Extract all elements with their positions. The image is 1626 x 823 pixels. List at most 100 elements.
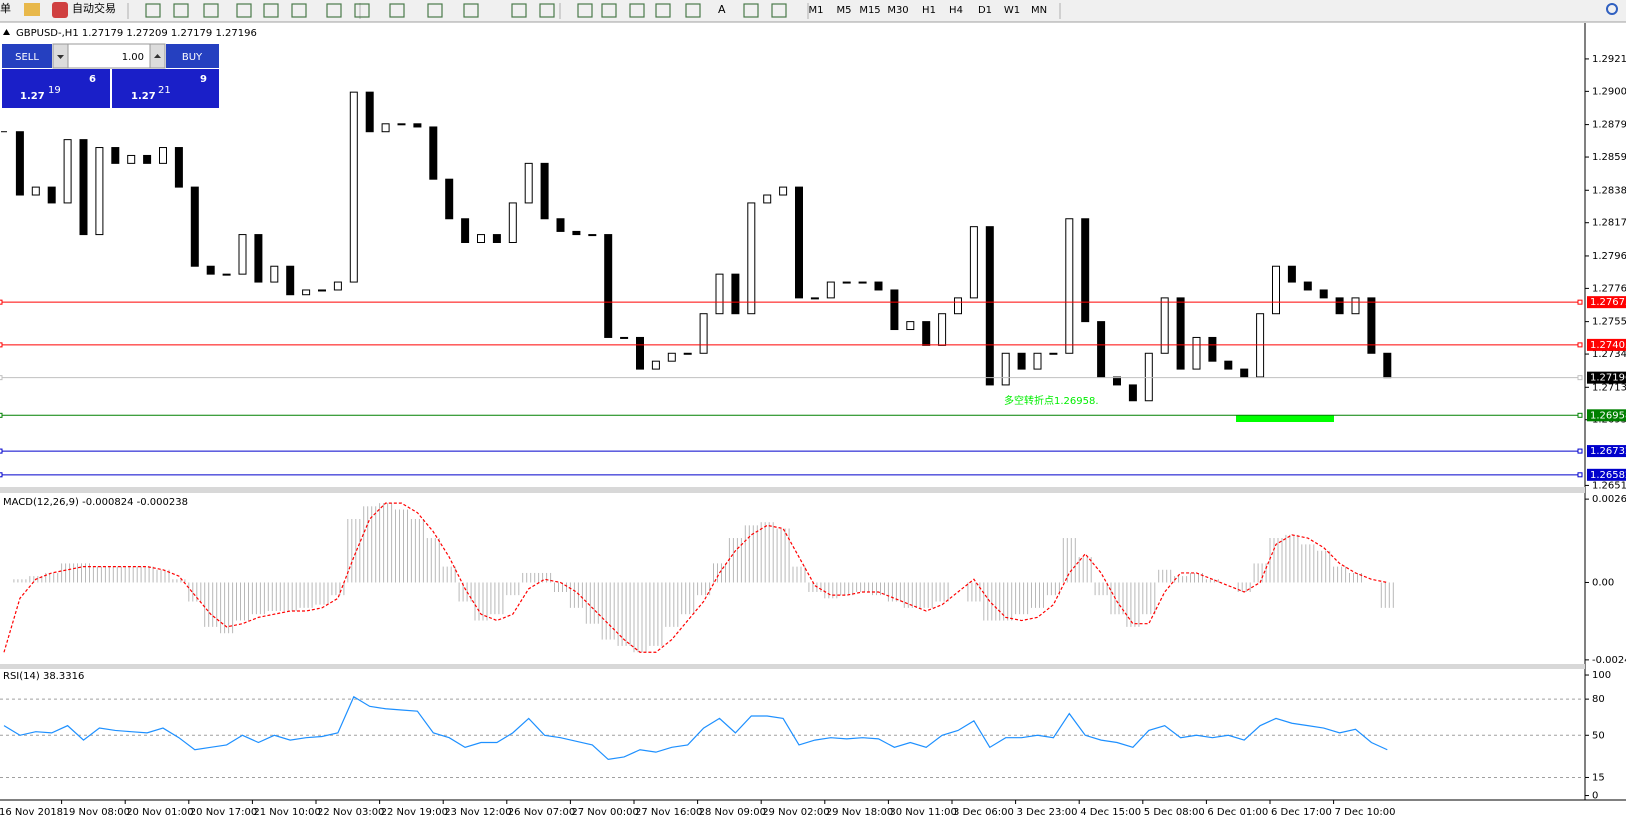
candle [15, 131, 24, 196]
toolbar-icon[interactable] [354, 3, 370, 18]
auto-trading-button[interactable]: 自动交易 [72, 1, 116, 15]
candle [1240, 368, 1249, 378]
toolbar-icon[interactable] [173, 3, 189, 18]
candle [190, 186, 199, 267]
candle [795, 186, 803, 299]
candle [1208, 336, 1217, 362]
candle [604, 234, 613, 338]
candle [1176, 297, 1185, 370]
x-tick-label: 20 Nov 17:00 [190, 807, 257, 818]
sell-label[interactable]: SELL [15, 52, 39, 63]
panel-separator [0, 487, 1585, 493]
toolbar-icon[interactable] [236, 3, 252, 18]
search-icon[interactable] [1606, 3, 1618, 15]
ask-box[interactable] [112, 69, 219, 108]
candle [1001, 352, 1010, 386]
x-tick-label: 4 Dec 15:00 [1080, 807, 1141, 818]
candle [1192, 336, 1201, 370]
buy-button[interactable] [166, 44, 219, 68]
y-tick-label: 1.28590 [1592, 152, 1626, 163]
x-tick-label: 22 Nov 19:00 [381, 807, 448, 818]
timeframe-button[interactable]: H1 [922, 5, 936, 16]
x-tick-label: 19 Nov 08:00 [63, 807, 130, 818]
rsi-line [3, 695, 1388, 761]
y-tick-label: 1.27965 [1592, 251, 1626, 262]
timeframe-button[interactable]: H4 [949, 5, 963, 16]
annotation-marker [1236, 415, 1334, 422]
x-tick-label: 20 Nov 01:00 [126, 807, 193, 818]
sell-button[interactable] [2, 44, 52, 68]
line-anchor [0, 299, 3, 305]
line-anchor [0, 448, 3, 454]
candle [286, 265, 295, 296]
toolbar-icon[interactable] [427, 3, 443, 18]
candle [890, 289, 899, 331]
toolbar-icon[interactable] [685, 3, 701, 18]
candle [1144, 352, 1153, 402]
buy-label[interactable]: BUY [182, 52, 203, 63]
toolbar-icon[interactable] [463, 3, 479, 18]
timeframe-button[interactable]: M15 [859, 5, 880, 16]
candle [556, 218, 565, 232]
toolbar-icon[interactable] [326, 3, 342, 18]
volume[interactable]: 1.00 [122, 52, 144, 63]
timeframe-button[interactable]: M1 [809, 5, 824, 16]
candle [1224, 360, 1233, 370]
candle [906, 321, 915, 331]
candle [159, 147, 167, 164]
timeframe-button[interactable]: MN [1031, 5, 1047, 16]
candle [477, 234, 485, 243]
candle [524, 162, 533, 204]
y-tick-label: 80 [1592, 694, 1605, 705]
timeframe-button[interactable]: M5 [837, 5, 852, 16]
candle [174, 147, 183, 188]
candle [620, 336, 629, 339]
x-tick-label: 30 Nov 11:00 [889, 807, 956, 818]
candle [206, 265, 215, 275]
candle [127, 154, 136, 164]
auto-trading-icon [52, 2, 68, 18]
annotation: 多空转折点1.26958. [1004, 394, 1099, 407]
toolbar-icon[interactable] [389, 3, 405, 18]
toolbar-icon[interactable] [601, 3, 617, 18]
candle [365, 91, 374, 133]
chart-header: GBPUSD-,H1 1.27179 1.27209 1.27179 1.271… [16, 28, 257, 39]
x-tick-label: 27 Nov 16:00 [635, 807, 702, 818]
x-tick-label: 27 Nov 00:00 [571, 807, 638, 818]
ask-prefix: 1.27 [131, 91, 156, 102]
x-tick-label: 26 Nov 07:00 [508, 807, 575, 818]
candle [302, 289, 311, 296]
timeframe-button[interactable]: M30 [887, 5, 908, 16]
toolbar-icon[interactable] [655, 3, 671, 18]
y-tick-label: 1.27345 [1592, 349, 1626, 360]
x-tick-label: 6 Dec 01:00 [1207, 807, 1268, 818]
menu-button[interactable]: 单 [0, 2, 11, 15]
bid-box[interactable] [2, 69, 110, 108]
toolbar-icon[interactable] [539, 3, 555, 18]
toolbar-icon[interactable] [511, 3, 527, 18]
toolbar-icon[interactable] [203, 3, 219, 18]
toolbar-icon[interactable] [629, 3, 645, 18]
toolbar-icon[interactable] [145, 3, 161, 18]
price-label: 1.27673 [1590, 297, 1626, 308]
candle [318, 289, 326, 292]
toolbar-icon[interactable] [743, 3, 759, 18]
toolbar-icon[interactable] [291, 3, 307, 18]
line-anchor [1577, 448, 1583, 454]
timeframe-button[interactable]: W1 [1004, 5, 1020, 16]
toolbar-icon[interactable] [771, 3, 787, 18]
price-label-box [1587, 445, 1626, 458]
toolbar-icon[interactable] [263, 3, 279, 18]
candle [1351, 297, 1360, 315]
line-anchor [0, 375, 3, 381]
toolbar-icon[interactable] [577, 3, 593, 18]
candle [651, 360, 660, 370]
candle [47, 186, 56, 204]
y-tick-label: 100 [1592, 670, 1611, 681]
timeframe-button[interactable]: D1 [978, 5, 992, 16]
text-tool[interactable]: A [718, 3, 726, 16]
x-tick-label: 5 Dec 08:00 [1144, 807, 1205, 818]
candle [508, 202, 517, 243]
line-anchor [1577, 375, 1583, 381]
toolbar [0, 0, 1626, 22]
